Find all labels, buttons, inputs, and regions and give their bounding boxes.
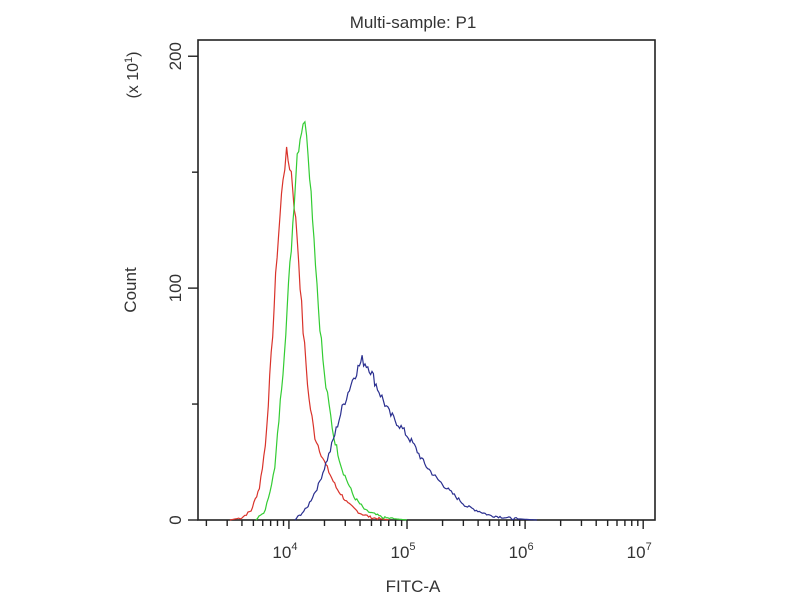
x-tick-label: 107 bbox=[627, 541, 652, 562]
series-blue-line bbox=[294, 355, 537, 521]
x-tick-label: 106 bbox=[509, 541, 534, 562]
plot-frame bbox=[197, 39, 656, 521]
y-axis-label: Count bbox=[121, 267, 140, 313]
axes-group: 104 105 106 107 0 100 200 bbox=[166, 42, 652, 562]
series-green-line bbox=[255, 120, 408, 521]
y-tick-label: 0 bbox=[166, 515, 185, 524]
x-axis-label: FITC-A bbox=[386, 577, 441, 596]
y-multiplier: (x 101) bbox=[123, 51, 142, 98]
x-tick-label: 104 bbox=[272, 541, 297, 562]
y-tick-label: 200 bbox=[166, 42, 185, 70]
y-tick-label: 100 bbox=[166, 274, 185, 302]
x-tick-label: 105 bbox=[390, 541, 415, 562]
chart-title: Multi-sample: P1 bbox=[350, 13, 477, 32]
series-red-line bbox=[229, 146, 390, 521]
series-group bbox=[229, 120, 537, 521]
